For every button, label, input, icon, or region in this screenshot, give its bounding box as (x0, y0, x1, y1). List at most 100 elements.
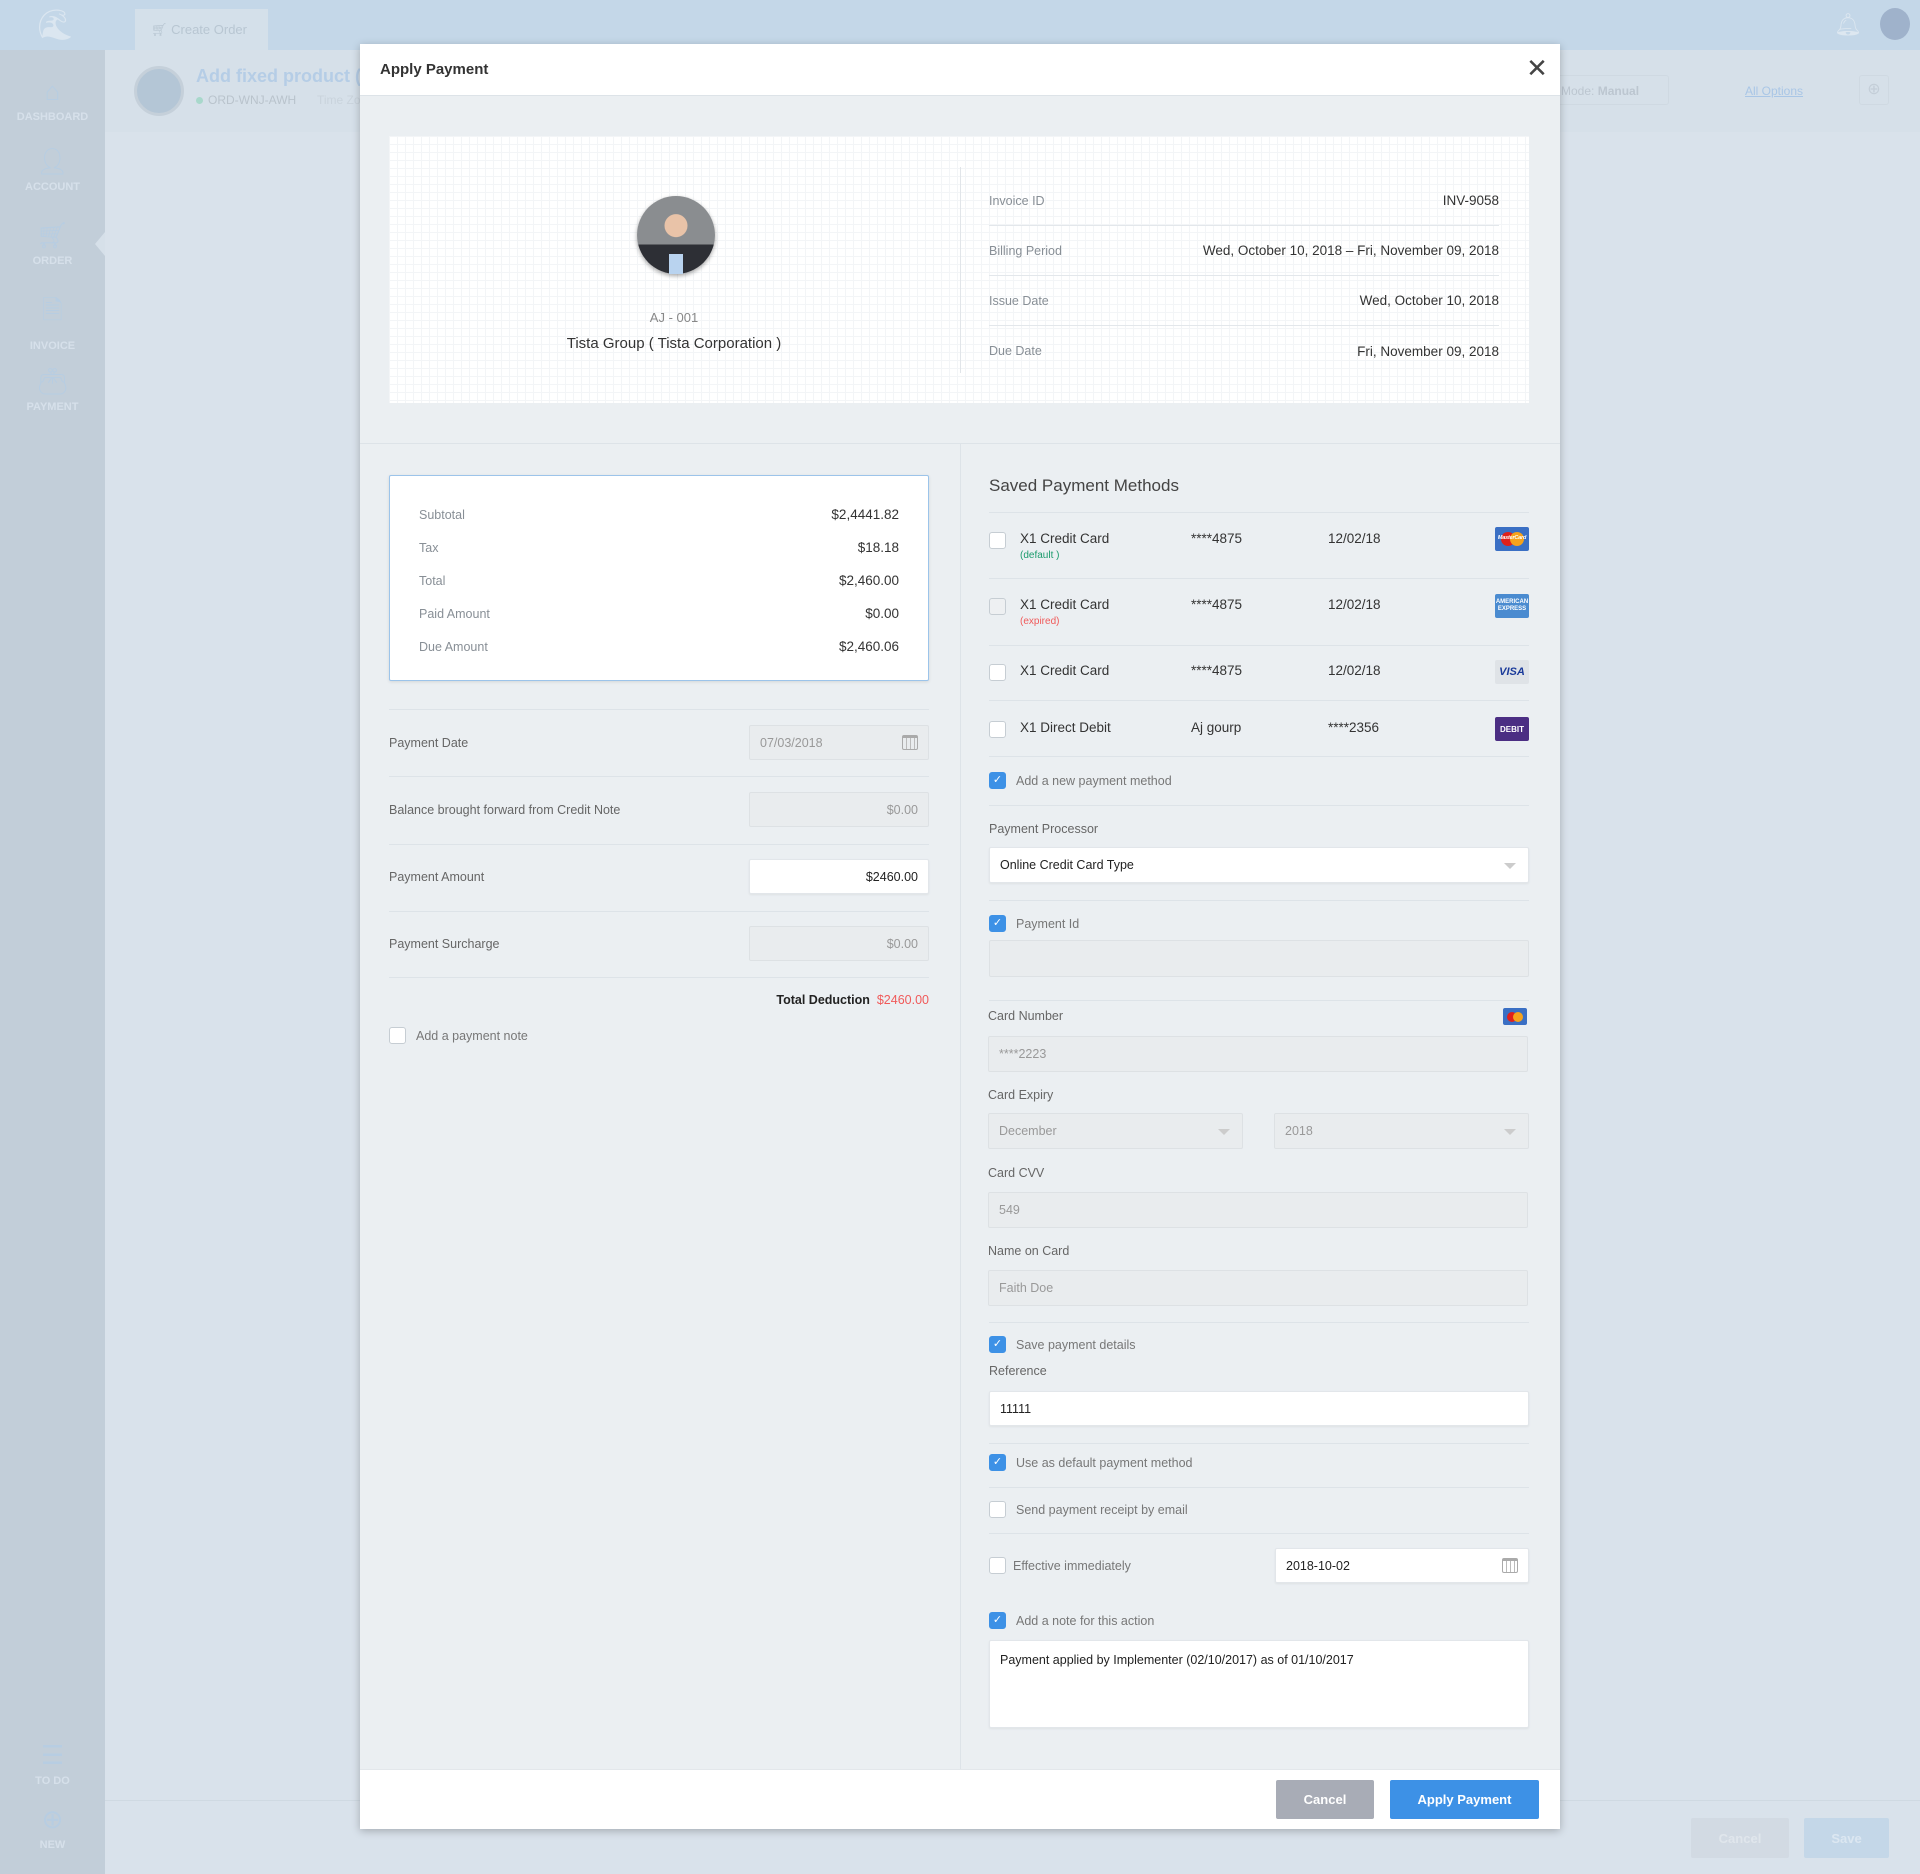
close-icon[interactable]: ✕ (1526, 53, 1548, 83)
saved-method-row[interactable]: X1 Credit Card (expired) ****4875 12/02/… (989, 579, 1529, 646)
method-expiry: 12/02/18 (1328, 531, 1381, 546)
saved-method-checkbox[interactable] (989, 598, 1006, 615)
mastercard-brand-text: MasterCard (1497, 535, 1527, 541)
summary-row: Tax $18.18 (419, 540, 899, 555)
chevron-down-icon (1218, 1129, 1230, 1135)
sidebar-item-order[interactable]: 🛒︎ ORDER (0, 220, 105, 267)
order-id: ORD-WNJ-AWH (208, 93, 297, 107)
balance-input[interactable]: $0.00 (749, 792, 929, 827)
mode-dropdown[interactable]: Mode: Manual (1520, 75, 1669, 105)
balance-label: Balance brought forward from Credit Note (389, 803, 621, 817)
divider (389, 776, 929, 777)
saved-method-checkbox[interactable] (989, 721, 1006, 738)
payment-id-label: Payment Id (1016, 917, 1080, 931)
effective-immediately-checkbox[interactable] (989, 1557, 1006, 1574)
payment-id-checkbox[interactable]: ✓ (989, 915, 1006, 932)
save-details-checkbox[interactable]: ✓ (989, 1336, 1006, 1353)
divider (389, 911, 929, 912)
payment-id-input[interactable] (989, 940, 1529, 977)
cancel-button[interactable]: Cancel (1276, 1780, 1374, 1819)
expiry-month-select[interactable]: December (988, 1113, 1243, 1149)
name-on-card-input[interactable]: Faith Doe (988, 1270, 1528, 1306)
invoice-details: Invoice ID INV-9058 Billing Period Wed, Oc… (989, 176, 1499, 376)
method-number: ****4875 (1191, 663, 1243, 678)
method-number: ****2356 (1328, 720, 1380, 735)
list-icon: ☰ (40, 1740, 65, 1770)
apply-payment-modal: Apply Payment ✕ AJ - 001 Tista Group ( T… (360, 44, 1560, 1829)
cart-icon: 🛒︎ (151, 22, 172, 37)
expiry-year-select[interactable]: 2018 (1274, 1113, 1529, 1149)
bg-save-button[interactable]: Save (1804, 1818, 1889, 1858)
customer-name: Tista Group ( Tista Corporation ) (566, 335, 782, 352)
add-action-note-checkbox[interactable]: ✓ (989, 1612, 1006, 1629)
divider (389, 709, 929, 710)
status-dot (196, 97, 203, 104)
sidebar-item-account[interactable]: 👤︎ ACCOUNT (0, 146, 105, 193)
default-method-checkbox[interactable]: ✓ (989, 1454, 1006, 1471)
mastercard-icon (1503, 1008, 1527, 1025)
user-avatar[interactable] (1880, 8, 1910, 40)
effective-date-input[interactable]: 2018-10-02 (1275, 1548, 1529, 1583)
active-indicator (95, 232, 105, 256)
send-receipt-checkbox[interactable] (989, 1501, 1006, 1518)
action-note-textarea[interactable]: Payment applied by Implementer (02/10/20… (989, 1640, 1529, 1728)
divider (989, 1487, 1529, 1488)
add-action-note-label: Add a note for this action (1016, 1614, 1155, 1628)
saved-method-row[interactable]: X1 Direct Debit Aj gourp ****2356 DEBIT (989, 701, 1529, 757)
add-new-method-checkbox[interactable]: ✓ (989, 772, 1006, 789)
sidebar-item-todo[interactable]: ☰ TO DO (0, 1740, 105, 1787)
summary-row: Subtotal $2,4441.82 (419, 507, 899, 522)
divider (989, 1443, 1529, 1444)
chevron-down-icon (1504, 863, 1516, 869)
invoice-row: Due Date Fri, November 09, 2018 (989, 343, 1499, 359)
sidebar (0, 50, 105, 1874)
time-zone-label: Time Zo (317, 93, 361, 107)
payment-amount-input[interactable]: $2460.00 (749, 859, 929, 894)
default-tag: (default ) (1020, 550, 1060, 561)
saved-method-row[interactable]: X1 Credit Card ****4875 12/02/18 VISA (989, 646, 1529, 701)
add-payment-note-label: Add a payment note (416, 1029, 528, 1043)
processor-label: Payment Processor (989, 822, 1099, 836)
saved-method-checkbox[interactable] (989, 532, 1006, 549)
cart-icon: 🛒︎ (35, 220, 69, 250)
method-name: X1 Credit Card (1020, 663, 1110, 678)
sidebar-item-new[interactable]: ⊕ NEW (0, 1804, 105, 1851)
amex-icon: AMERICAN EXPRESS (1495, 594, 1529, 618)
column-divider (960, 443, 961, 1769)
bell-icon[interactable]: 🔔︎ (1834, 12, 1862, 37)
calendar-icon[interactable] (1502, 1558, 1518, 1573)
saved-methods-title: Saved Payment Methods (989, 476, 1179, 495)
sidebar-item-dashboard[interactable]: ⌂ DASHBOARD (0, 76, 105, 123)
modal-header: Apply Payment ✕ (360, 44, 1560, 96)
divider (989, 805, 1529, 806)
add-payment-note-checkbox[interactable] (389, 1027, 406, 1044)
payment-surcharge-input[interactable]: $0.00 (749, 926, 929, 961)
divider (989, 512, 1529, 513)
payment-date-input[interactable]: 07/03/2018 (749, 725, 929, 760)
expired-tag: (expired) (1020, 616, 1060, 627)
saved-method-checkbox[interactable] (989, 664, 1006, 681)
reference-input[interactable]: 11111 (989, 1391, 1529, 1426)
summary-row: Total $2,460.00 (419, 573, 899, 588)
method-number: ****4875 (1191, 597, 1243, 612)
apply-payment-button[interactable]: Apply Payment (1390, 1780, 1539, 1819)
payment-surcharge-label: Payment Surcharge (389, 937, 500, 951)
tab-create-order[interactable]: 🛒︎ Create Order (135, 9, 268, 50)
customer-code: AJ - 001 (649, 310, 699, 325)
calendar-icon[interactable] (902, 735, 918, 750)
app-logo: 🌊︎ (36, 9, 75, 42)
save-details-label: Save payment details (1016, 1338, 1136, 1352)
add-button[interactable]: ⊕ (1859, 75, 1889, 105)
modal-title: Apply Payment (380, 61, 489, 78)
card-number-input[interactable]: ****2223 (988, 1036, 1528, 1072)
send-receipt-label: Send payment receipt by email (1016, 1503, 1188, 1517)
card-number-label: Card Number (988, 1009, 1064, 1023)
saved-method-row[interactable]: X1 Credit Card (default ) ****4875 12/02… (989, 513, 1529, 579)
cvv-input[interactable]: 549 (988, 1192, 1528, 1228)
all-options-link[interactable]: All Options (1745, 84, 1804, 98)
sidebar-item-payment[interactable]: 👛︎ PAYMENT (0, 366, 105, 413)
sidebar-item-invoice[interactable]: 🗎 INVOICE (0, 292, 105, 352)
processor-select[interactable]: Online Credit Card Type (989, 847, 1529, 883)
total-deduction: Total Deduction $2460.00 (776, 993, 929, 1007)
bg-cancel-button[interactable]: Cancel (1691, 1818, 1789, 1858)
